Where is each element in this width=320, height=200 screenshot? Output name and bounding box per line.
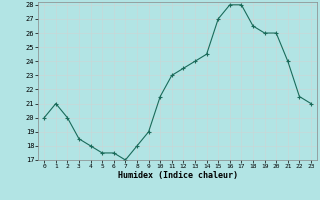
X-axis label: Humidex (Indice chaleur): Humidex (Indice chaleur) — [118, 171, 238, 180]
